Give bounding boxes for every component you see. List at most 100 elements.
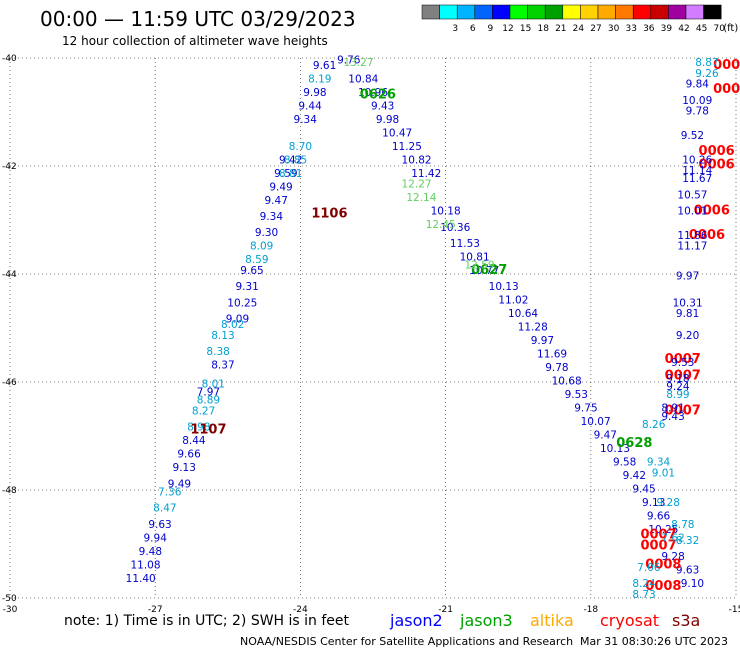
wave-height-label: 12.59 — [464, 260, 494, 272]
colorbar-tick-label: 9 — [488, 24, 494, 34]
wave-height-label: 8.91 — [661, 403, 684, 415]
wave-height-label: 10.84 — [348, 73, 378, 85]
wave-height-label: 9.28 — [661, 551, 684, 563]
wave-height-label: 11.28 — [518, 322, 548, 334]
x-tick-label: -30 — [3, 605, 18, 615]
colorbar-tick-label: 6 — [470, 24, 476, 34]
wave-height-label: 10.25 — [648, 524, 678, 536]
wave-height-label: 11.86 — [677, 230, 707, 242]
wave-height-label: 8.44 — [182, 435, 206, 447]
wave-height-label: 9.20 — [676, 330, 699, 342]
legend-cryosat: cryosat — [600, 611, 659, 630]
wave-height-label: 9.01 — [652, 468, 675, 480]
colorbar-swatch — [544, 4, 564, 20]
wave-height-label: 9.53 — [671, 357, 694, 369]
wave-height-label: 9.18 — [666, 373, 689, 385]
colorbar-swatch — [474, 4, 493, 20]
wave-height-label: 10.47 — [382, 127, 412, 139]
wave-height-label: 10.13 — [489, 281, 519, 293]
wave-height-label: 11.25 — [392, 141, 422, 153]
wave-height-label: 8.37 — [211, 360, 234, 372]
wave-height-label: 9.81 — [676, 308, 699, 320]
wave-height-label: 9.78 — [545, 362, 568, 374]
pass-time-label: 0006 — [699, 158, 735, 173]
legend-altika: altika — [530, 611, 574, 630]
chart-subtitle: 12 hour collection of altimeter wave hei… — [62, 34, 328, 48]
wave-height-label: 10.81 — [460, 252, 490, 264]
wave-height-label: 8.26 — [642, 419, 666, 431]
wave-height-label: 9.13 — [173, 462, 196, 474]
wave-height-label: 9.47 — [594, 430, 617, 442]
wave-height-label: 8.24 — [632, 578, 656, 590]
colorbar-swatch — [527, 4, 546, 20]
pass-time-label: 0626 — [360, 88, 396, 103]
wave-height-label: 9.97 — [676, 270, 699, 282]
wave-height-label: 9.52 — [681, 130, 704, 142]
wave-height-label: 10.64 — [508, 308, 538, 320]
colorbar-swatch — [615, 4, 634, 20]
wave-height-label: 8.98 — [187, 422, 210, 434]
colorbar-tick-label: 36 — [643, 24, 655, 34]
y-tick-label: -50 — [2, 594, 17, 604]
wave-height-label: 9.65 — [240, 265, 263, 277]
pass-time-label: 0006 — [689, 228, 725, 243]
satellite-legend: jason2 jason3 altika cryosat s3a — [389, 611, 700, 630]
wave-height-label: 9.44 — [298, 100, 322, 112]
wave-height-label: 9.10 — [681, 578, 704, 590]
wave-height-label: 8.27 — [192, 405, 215, 417]
wave-height-label: 9.53 — [565, 389, 588, 401]
wave-height-label: 9.26 — [695, 68, 719, 80]
colorbar-legend: 3 6 9 12 15 18 21 24 27 30 33 36 39 42 45 70 — [421, 4, 725, 34]
colorbar-swatch — [456, 4, 476, 20]
wave-height-label: 10.25 — [227, 297, 257, 309]
wave-height-label: 9.34 — [647, 457, 671, 469]
wave-height-label: 11.42 — [411, 168, 441, 180]
wave-height-label: 7.62 — [661, 532, 684, 544]
wave-height-label: 9.63 — [676, 565, 699, 577]
colorbar-tick-label: 39 — [661, 24, 673, 34]
colorbar-swatch — [562, 4, 581, 20]
wave-height-label: 9.31 — [235, 281, 258, 293]
colorbar-swatch — [509, 4, 528, 20]
wave-height-label: 10.36 — [440, 222, 470, 234]
wave-height-label: 11.14 — [682, 165, 712, 177]
colorbar-swatch — [632, 4, 652, 20]
wave-height-label: 10.01 — [677, 206, 707, 218]
colorbar-swatch — [580, 4, 599, 20]
wave-height-label: 9.34 — [294, 114, 318, 126]
pass-time-label: 0006 — [694, 204, 730, 219]
pass-time-label: 0007 — [640, 528, 676, 543]
colorbar-swatch — [492, 4, 511, 20]
wave-height-label: 9.94 — [144, 532, 168, 544]
wave-height-label: 9.66 — [177, 449, 201, 461]
wave-height-label: 8.78 — [671, 519, 694, 531]
colorbar-tick-label: 24 — [573, 24, 585, 34]
wave-height-label: 9.13 — [642, 497, 665, 509]
y-tick-label: -46 — [2, 378, 17, 388]
wave-height-label: 8.09 — [250, 241, 273, 253]
wave-height-label: 9.76 — [337, 54, 361, 66]
pass-time-label: 0005 — [713, 58, 740, 73]
y-tick-label: -42 — [2, 162, 17, 172]
wave-height-label: 9.75 — [574, 403, 597, 415]
wave-height-label: 9.24 — [666, 381, 690, 393]
colorbar-swatch — [650, 4, 669, 20]
wave-height-label: 9.45 — [632, 484, 655, 496]
wave-height-label: 9.09 — [226, 314, 249, 326]
colorbar-tick-label: 12 — [502, 24, 513, 34]
map-grid — [9, 57, 737, 599]
legend-s3a: s3a — [672, 611, 700, 630]
wave-height-label: 9.97 — [531, 335, 554, 347]
x-tick-label: -21 — [438, 605, 453, 615]
wave-height-label: 8.87 — [695, 57, 718, 69]
wave-height-label: 9.48 — [139, 546, 162, 558]
wave-height-label: 8.70 — [289, 141, 312, 153]
y-tick-label: -48 — [2, 486, 17, 496]
colorbar-tick-label: 3 — [452, 24, 458, 34]
wave-height-label: 8.19 — [308, 73, 331, 85]
wave-height-label: 11.53 — [450, 238, 480, 250]
colorbar-swatch — [439, 4, 458, 20]
footer-note: note: 1) Time is in UTC; 2) SWH is in fe… — [64, 613, 350, 629]
wave-height-label: 8.38 — [206, 346, 229, 358]
